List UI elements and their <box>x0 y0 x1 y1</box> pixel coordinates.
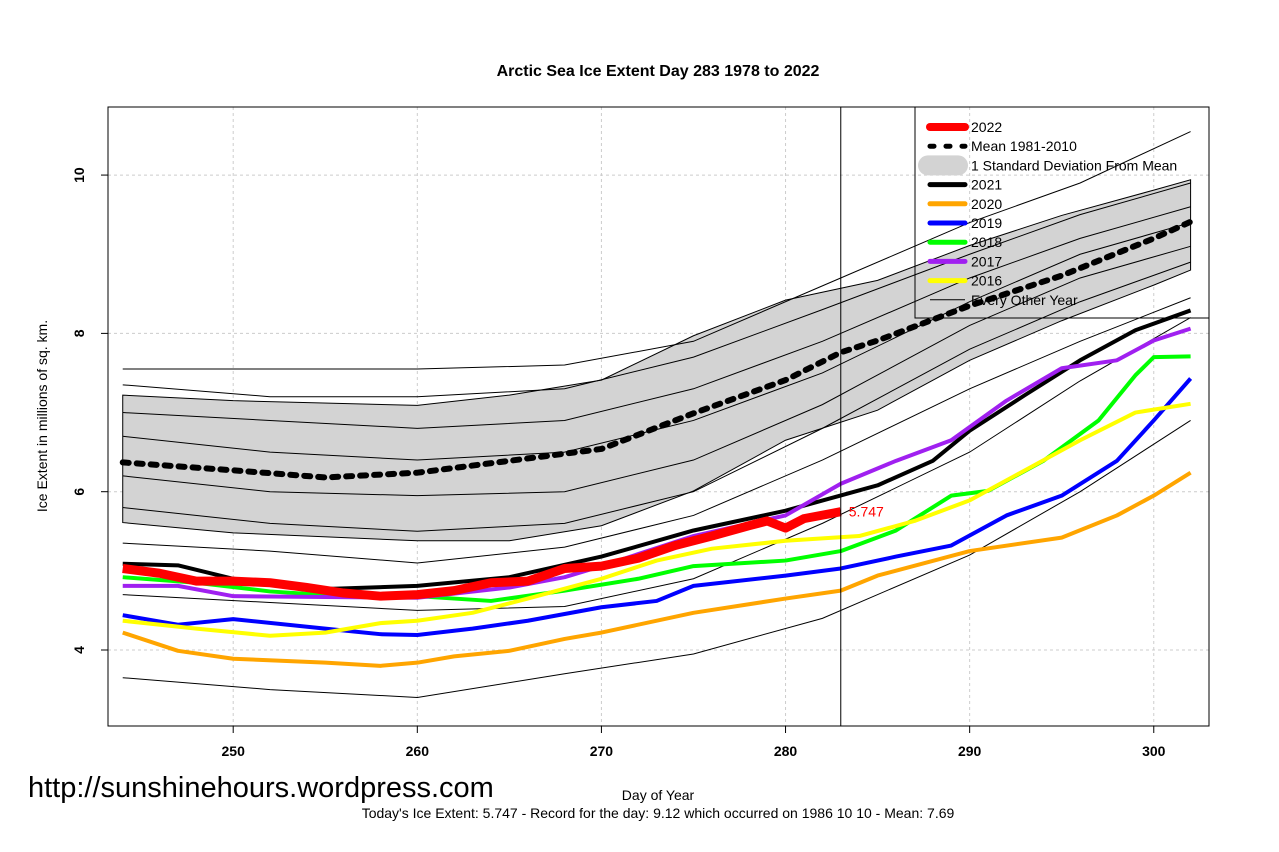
other-year-line <box>122 245 1191 497</box>
series-line-2022 <box>122 507 842 601</box>
x-tick-label: 250 <box>222 743 246 759</box>
legend-label: 2021 <box>971 177 1002 193</box>
series-line-2016 <box>122 401 1191 638</box>
y-tick-label: 8 <box>71 329 87 337</box>
y-axis-label: Ice Extent in millions of sq. km. <box>34 320 50 512</box>
other-year-line <box>122 182 1191 398</box>
other-year-line <box>122 297 1191 564</box>
watermark: http://sunshinehours.wordpress.com <box>28 772 494 804</box>
footer-text: Today's Ice Extent: 5.747 - Record for t… <box>362 805 955 821</box>
other-year-line <box>122 206 1191 429</box>
other-year-line <box>122 317 1191 611</box>
other-year-line <box>122 131 1191 370</box>
legend-label: 2019 <box>971 215 1002 231</box>
x-tick-label: 280 <box>774 743 798 759</box>
legend-label: 2017 <box>971 253 1002 269</box>
y-tick-label: 4 <box>71 646 87 654</box>
other-year-line <box>122 222 1191 461</box>
y-tick-label: 6 <box>71 488 87 496</box>
legend-border <box>914 107 1209 319</box>
legend-label: 2020 <box>971 196 1002 212</box>
other-year-line <box>122 420 1191 699</box>
legend-label: 1 Standard Deviation From Mean <box>971 157 1177 173</box>
series-line-2020 <box>122 471 1192 668</box>
plot-frame <box>107 106 1210 727</box>
current-value-label: 5.747 <box>849 504 884 520</box>
series-line-mean-1981-2010 <box>119 218 1194 481</box>
chart-title: Arctic Sea Ice Extent Day 283 1978 to 20… <box>497 63 820 80</box>
legend-swatch-band <box>918 155 968 176</box>
legend-label: Mean 1981-2010 <box>971 138 1077 154</box>
legend-label: 2018 <box>971 234 1002 250</box>
legend-label: 2016 <box>971 273 1002 289</box>
x-tick-label: 300 <box>1142 743 1166 759</box>
x-axis-label: Day of Year <box>622 787 695 803</box>
std-dev-band <box>122 179 1192 542</box>
x-tick-label: 290 <box>958 743 982 759</box>
y-tick-label: 10 <box>71 167 87 183</box>
legend-label: Every Other Year <box>971 292 1078 308</box>
x-tick-label: 260 <box>406 743 430 759</box>
x-tick-label: 270 <box>590 743 614 759</box>
legend-label: 2022 <box>971 119 1002 135</box>
